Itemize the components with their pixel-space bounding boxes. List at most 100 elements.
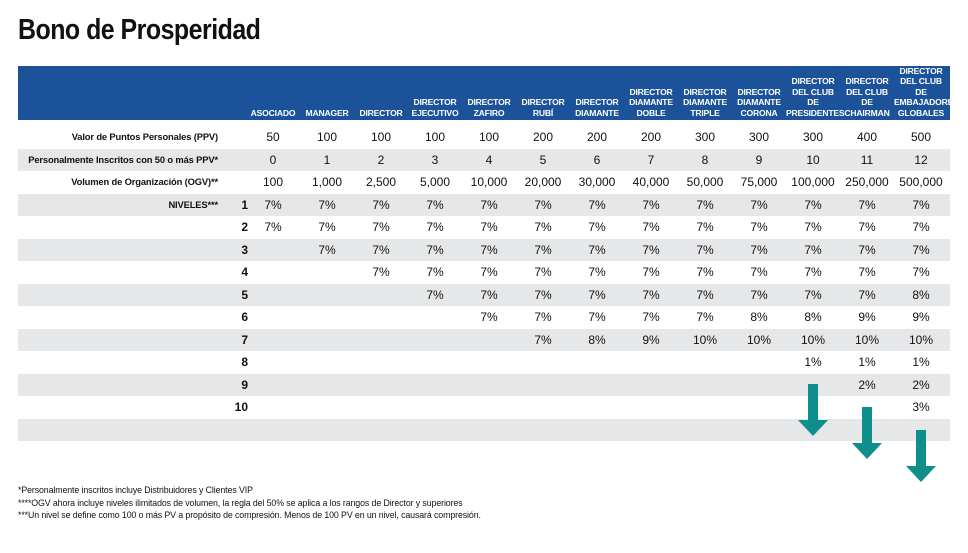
- down-arrow-icon: [798, 384, 828, 436]
- table-cell: 2%: [858, 377, 876, 392]
- table-cell: [300, 306, 354, 329]
- table-cell: 7%: [912, 242, 930, 257]
- table-row: 7 7% 8% 9% 10% 10% 10% 10% 10%: [18, 328, 950, 352]
- table-cell: 7%: [534, 242, 552, 257]
- table-cell: 7%: [642, 265, 660, 279]
- table-cell: [300, 351, 354, 374]
- level-number: 8: [241, 355, 248, 369]
- table-cell: 8%: [750, 310, 768, 324]
- column-header-line: RUBÍ: [532, 107, 554, 118]
- column-header-line: DIAMANTE: [629, 97, 673, 107]
- column-header: DIRECTOR DEL CLUB DE PRESIDENTES: [786, 76, 845, 118]
- column-header: DIRECTOR DIAMANTE TRIPLE: [678, 87, 732, 119]
- table-cell: 7%: [642, 220, 660, 234]
- table-cell: 7%: [588, 287, 606, 302]
- table-row: 2 7% 7% 7% 7% 7% 7% 7% 7% 7% 7% 7% 7% 7%: [18, 216, 950, 239]
- table-cell: [246, 374, 300, 397]
- level-number: 10: [234, 400, 248, 414]
- down-arrow-icon: [906, 430, 936, 482]
- column-header-line: DEL CLUB DE: [846, 86, 888, 108]
- table-cell: 3: [431, 152, 439, 167]
- table-cell: [732, 351, 786, 374]
- table-cell: 2,500: [365, 175, 397, 189]
- column-header: DIRECTOR: [354, 108, 408, 119]
- column-header-line: DEL CLUB DE: [792, 86, 834, 108]
- table-cell: 7%: [858, 265, 876, 279]
- column-header: DIRECTOR EJECUTIVO: [408, 97, 462, 118]
- column-header-line: DIRECTOR: [629, 86, 673, 97]
- table-cell: [678, 396, 732, 419]
- table-cell: 7%: [750, 265, 768, 279]
- table-cell: [408, 329, 462, 352]
- row-label: [18, 419, 218, 442]
- table-cell: 4: [485, 152, 493, 167]
- column-header-line: TRIPLE: [690, 107, 720, 118]
- table-cell: 75,000: [740, 175, 778, 189]
- table-cell: 3%: [912, 400, 930, 414]
- table-cell: 7%: [858, 242, 876, 257]
- table-cell: 7%: [696, 197, 714, 212]
- column-header-line: CHAIRMAN: [844, 107, 890, 118]
- table-cell: 100: [478, 130, 500, 144]
- table-cell: [354, 306, 408, 329]
- table-cell: 7%: [372, 242, 390, 257]
- table-cell: 100: [424, 130, 446, 144]
- footnote: *Personalmente inscritos incluye Distrib…: [18, 485, 253, 495]
- column-header-line: PRESIDENTES: [786, 107, 845, 118]
- table-cell: [408, 419, 462, 442]
- table-cell: [516, 351, 570, 374]
- table-cell: 7%: [858, 220, 876, 234]
- table-cell: 7%: [480, 310, 498, 324]
- table-cell: 7%: [696, 220, 714, 234]
- table-cell: 7%: [696, 287, 714, 302]
- column-header: ASOCIADO: [246, 108, 300, 119]
- table-cell: 12: [914, 152, 928, 167]
- table-cell: 7%: [588, 265, 606, 279]
- row-label: [18, 374, 218, 397]
- table-cell: [354, 284, 408, 307]
- table-cell: [408, 396, 462, 419]
- column-header: DIRECTOR DIAMANTE CORONA: [732, 87, 786, 119]
- table-cell: 7%: [372, 197, 390, 212]
- table-cell: 5,000: [419, 175, 451, 189]
- table-cell: 10%: [746, 332, 772, 347]
- table-cell: 9%: [642, 332, 660, 347]
- table-cell: [624, 396, 678, 419]
- table-cell: 200: [586, 130, 608, 144]
- table-cell: 8%: [588, 332, 606, 347]
- table-cell: 7%: [804, 287, 822, 302]
- column-header-line: EMBAJADORES: [894, 97, 959, 107]
- table-cell: 7%: [588, 220, 606, 234]
- table-cell: 300: [694, 130, 716, 144]
- table-cell: 300: [748, 130, 770, 144]
- level-number: 4: [241, 265, 248, 279]
- row-label: [18, 306, 218, 329]
- table-cell: [246, 419, 300, 442]
- footnote: ***Un nivel se define como 100 o más PV …: [18, 510, 481, 520]
- level-number: 5: [241, 287, 248, 302]
- column-header-line: DIRECTOR: [413, 97, 457, 107]
- column-header: DIRECTOR RUBÍ: [516, 97, 570, 118]
- table-cell: [570, 419, 624, 442]
- table-cell: 7%: [480, 220, 498, 234]
- table-row: 3 7% 7% 7% 7% 7% 7% 7% 7% 7% 7% 7% 7%: [18, 238, 950, 262]
- table-row: NIVELES*** 1 7% 7% 7% 7% 7% 7% 7% 7% 7% 7% 7% 7% 7%: [18, 193, 950, 216]
- column-header-line: DEL CLUB DE: [900, 76, 942, 97]
- table-cell: 7%: [696, 265, 714, 279]
- row-label: [18, 239, 218, 262]
- table-cell: 100,000: [791, 175, 835, 189]
- table-cell: [246, 396, 300, 419]
- level-number: 3: [241, 242, 248, 257]
- table-cell: 7%: [750, 287, 768, 302]
- column-header-line: MANAGER: [305, 107, 349, 118]
- table-cell: 7%: [912, 220, 930, 234]
- table-cell: [516, 419, 570, 442]
- table-cell: 7%: [480, 242, 498, 257]
- table-cell: 9%: [858, 310, 876, 324]
- table-cell: 7%: [750, 197, 768, 212]
- table-cell: 7%: [642, 197, 660, 212]
- table-cell: 7%: [318, 242, 336, 257]
- down-arrow-icon: [852, 407, 882, 459]
- table-cell: [570, 351, 624, 374]
- table-cell: 8%: [804, 310, 822, 324]
